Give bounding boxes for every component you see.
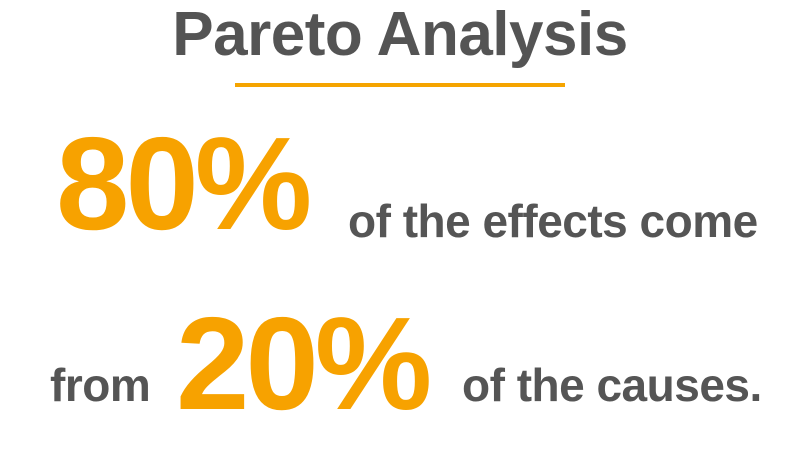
from-text: from bbox=[50, 359, 151, 411]
causes-percentage: 20% bbox=[176, 290, 432, 437]
effects-percentage: 80% bbox=[56, 110, 312, 257]
title-underline bbox=[235, 83, 565, 87]
effects-text: of the effects come bbox=[348, 195, 758, 247]
page-title: Pareto Analysis bbox=[172, 0, 628, 69]
causes-text: of the causes. bbox=[462, 359, 762, 411]
